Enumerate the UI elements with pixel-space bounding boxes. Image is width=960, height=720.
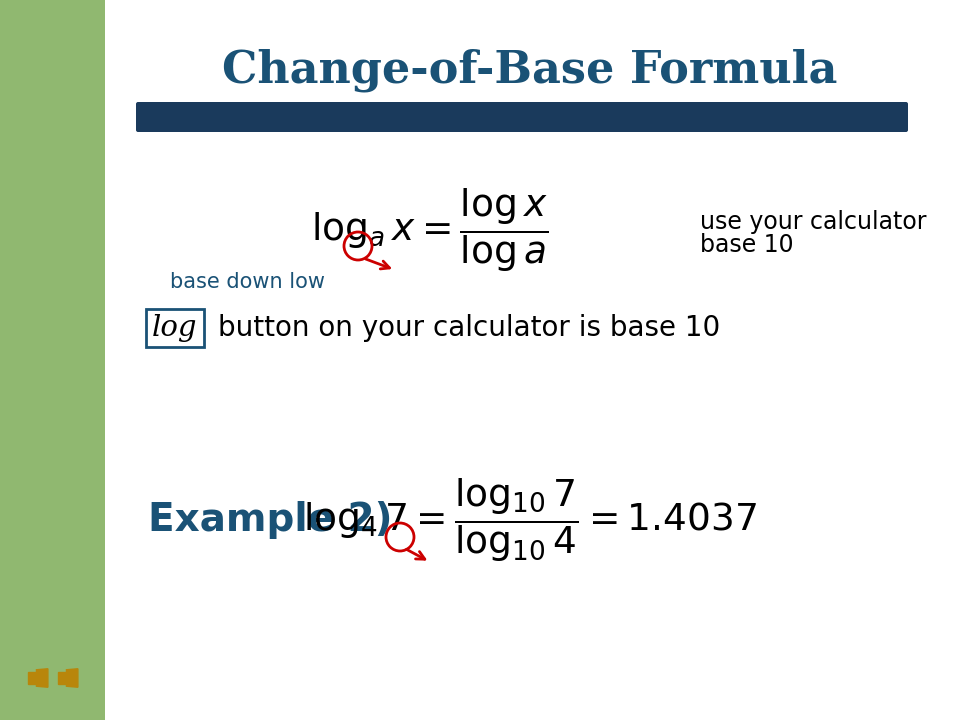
Text: $\log_a x = \dfrac{\log x}{\log a}$: $\log_a x = \dfrac{\log x}{\log a}$	[311, 186, 548, 274]
Text: use your calculator: use your calculator	[700, 210, 926, 234]
Text: button on your calculator is base 10: button on your calculator is base 10	[218, 314, 720, 342]
Bar	[59, 672, 66, 684]
FancyBboxPatch shape	[0, 0, 312, 142]
Text: Change-of-Base Formula: Change-of-Base Formula	[223, 48, 838, 91]
Text: log: log	[153, 314, 198, 342]
Bar	[28, 672, 36, 684]
FancyBboxPatch shape	[136, 102, 908, 132]
Text: Example 2): Example 2)	[148, 501, 393, 539]
Polygon shape	[36, 669, 48, 687]
FancyBboxPatch shape	[146, 309, 204, 347]
Polygon shape	[66, 669, 78, 687]
Text: $\log_4 7 = \dfrac{\log_{10} 7}{\log_{10} 4} = 1.4037$: $\log_4 7 = \dfrac{\log_{10} 7}{\log_{10…	[303, 476, 757, 564]
Bar	[0, 0, 105, 720]
Text: base down low: base down low	[171, 272, 325, 292]
Bar	[105, 0, 960, 720]
Text: base 10: base 10	[700, 233, 794, 257]
